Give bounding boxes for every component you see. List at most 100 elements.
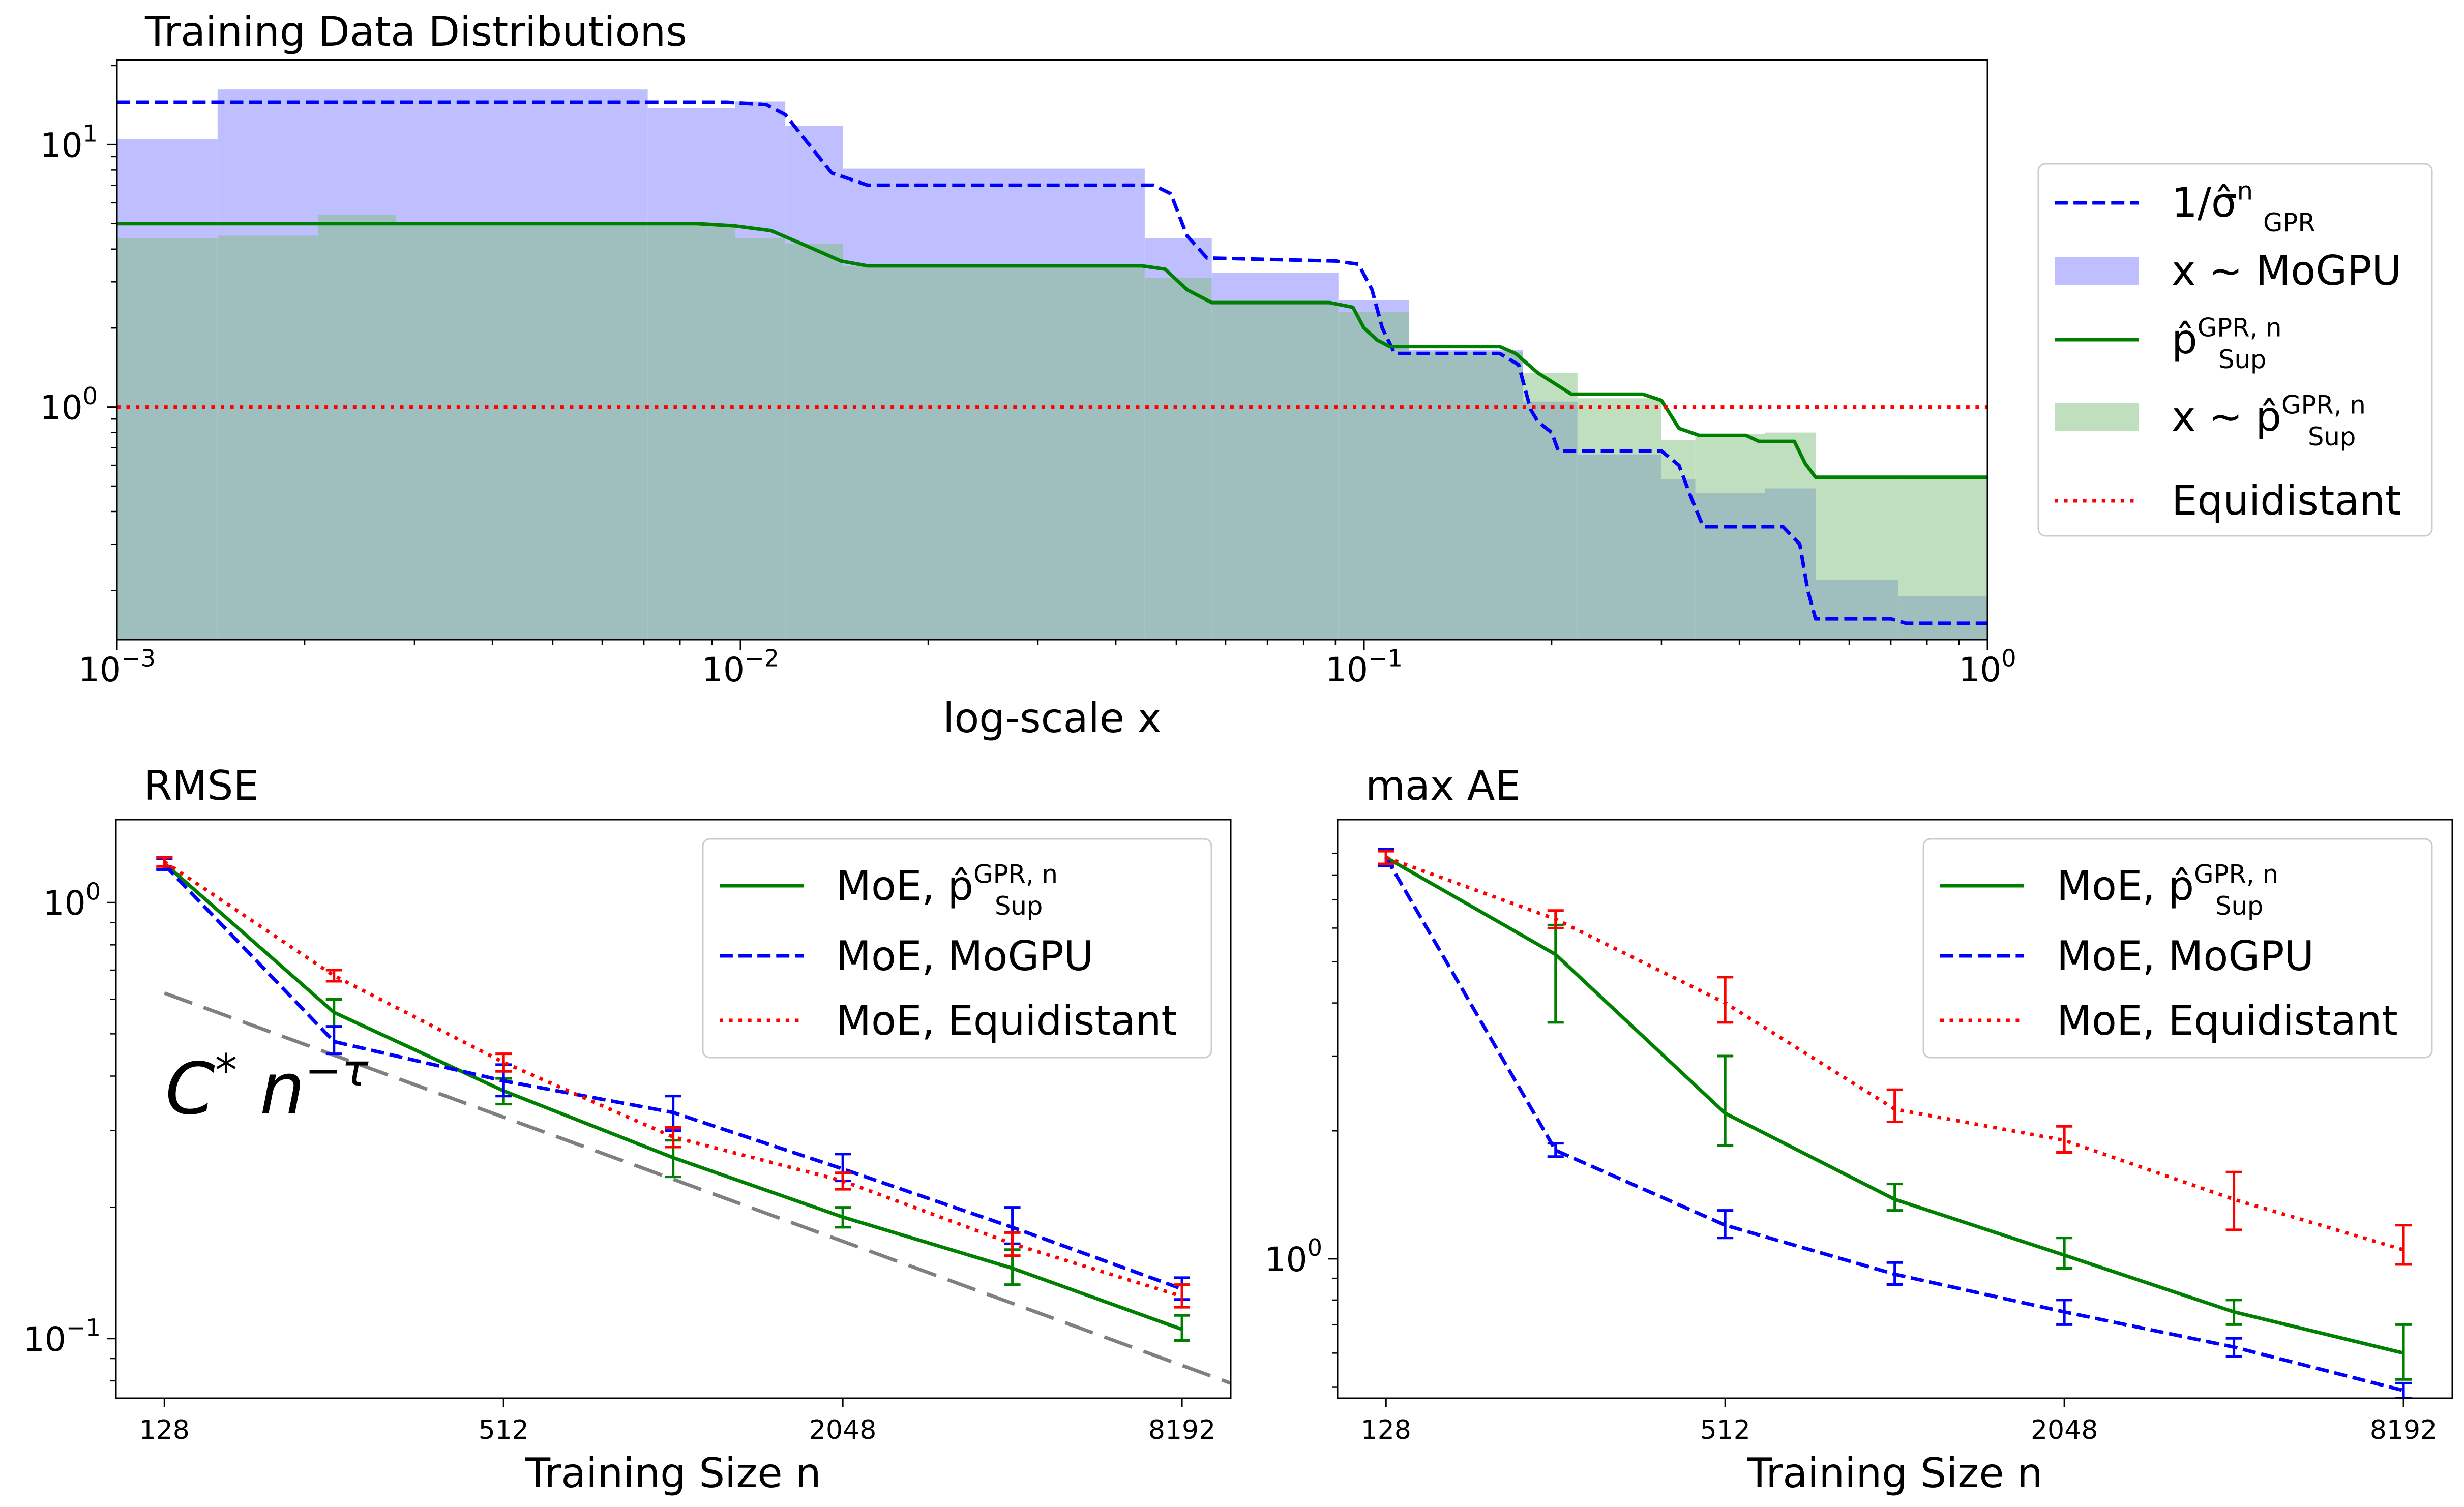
hist-bar [1211, 305, 1339, 640]
legend-label-main: p̂ [2172, 316, 2198, 363]
hist-bar [1898, 479, 1987, 640]
x-tick-label: 2048 [809, 1415, 876, 1445]
y-tick-label-base: 10 [40, 126, 83, 165]
legend-label: x ∼ p̂GPR, n Sup [2172, 390, 2366, 451]
annotation-sup1: * [215, 1045, 237, 1096]
y-tick-label-base: 10 [23, 1320, 66, 1359]
y-tick-label-exp: 1 [83, 120, 98, 147]
series-line-1 [117, 222, 1987, 479]
x-tick-label: 8192 [2370, 1415, 2437, 1445]
hist-bar [1523, 373, 1578, 640]
x-tick-label-exp: −1 [1368, 644, 1403, 672]
legend-label-main: MoE, Equidistant [836, 997, 1177, 1044]
x-axis-label: Training Size n [525, 1450, 821, 1497]
legend-label-sup: GPR, n [2281, 390, 2366, 419]
y-tick-label-exp: 0 [83, 382, 98, 410]
hist-bar [735, 238, 786, 640]
legend-label-sup: GPR, n [973, 859, 1058, 889]
legend-label: MoE, p̂GPR, n Sup [836, 859, 1058, 920]
plot-area [1378, 848, 2412, 1398]
annotation-sup2: −τ [305, 1045, 369, 1096]
x-axis-label: Training Size n [1746, 1450, 2042, 1497]
legend-label-main: MoE, p̂ [2057, 862, 2194, 910]
y-tick-label: 101 [40, 120, 98, 165]
y-tick-label-exp: 0 [1308, 1234, 1322, 1261]
legend-label: 1/σ̂n GPR [2172, 176, 2315, 237]
y-tick-label-exp: 0 [86, 878, 101, 906]
hist-bar [647, 223, 735, 640]
x-tick-label: 2048 [2031, 1415, 2098, 1445]
plot-area [117, 89, 1987, 640]
legend-label-main: MoE, MoGPU [2057, 932, 2314, 980]
legend-label-main: MoE, MoGPU [836, 932, 1093, 980]
hist-bar [1409, 352, 1523, 640]
legend-label-sub: GPR [2263, 208, 2315, 237]
hist-bar [217, 235, 318, 640]
chart-title: max AE [1365, 762, 1521, 809]
hist-bar [1338, 312, 1409, 640]
y-tick-label: 100 [40, 382, 98, 428]
x-tick-label: 10−1 [1325, 644, 1403, 689]
legend-label-main: x ∼ p̂ [2172, 393, 2281, 440]
histogram-psup [117, 215, 1987, 640]
legend-label-main: MoE, Equidistant [2057, 997, 2398, 1044]
x-tick-label-base: 10 [78, 650, 121, 689]
hist-bar [785, 243, 843, 640]
y-tick-label: 10−1 [23, 1314, 101, 1359]
y-tick-label-base: 10 [43, 884, 86, 923]
x-tick-label: 10−3 [78, 644, 156, 689]
hist-bar [1661, 440, 1696, 640]
x-tick-label-exp: 0 [2001, 644, 2016, 672]
y-tick-label: 100 [1265, 1234, 1322, 1279]
legend-label: MoE, p̂GPR, n Sup [2057, 859, 2278, 920]
hist-bar [843, 265, 1145, 640]
axes-frame [115, 819, 1232, 1399]
legend-label-sup: GPR, n [2194, 859, 2278, 889]
x-axis-label: log-scale x [943, 695, 1162, 742]
hist-bar [1695, 434, 1765, 640]
x-tick-label: 512 [1700, 1415, 1750, 1445]
axes-frame [1337, 819, 2453, 1399]
legend-patch [2055, 403, 2139, 431]
legend-frame [702, 838, 1212, 1059]
legend: MoE, p̂GPR, n Sup MoE, MoGPU MoE, Equidista… [1922, 838, 2433, 1059]
chart-title: RMSE [144, 762, 259, 809]
x-tick-label: 512 [479, 1415, 529, 1445]
axes-frame [116, 59, 1988, 641]
x-tick-label: 128 [139, 1415, 190, 1445]
hist-bar [1815, 479, 1899, 640]
hist-bar [1144, 278, 1212, 640]
y-tick-label-exp: −1 [66, 1314, 101, 1341]
y-tick-label: 100 [43, 878, 101, 923]
legend-label: Equidistant [2172, 477, 2401, 524]
hist-bar [117, 238, 218, 640]
annotation-main: C [165, 1048, 215, 1131]
legend-label-sup: GPR, n [2198, 313, 2282, 342]
legend-label: MoE, MoGPU [2057, 932, 2314, 980]
x-tick-label-base: 10 [702, 650, 745, 689]
hist-bar [1577, 398, 1661, 640]
legend-label: MoE, Equidistant [2057, 997, 2398, 1044]
x-tick-label: 128 [1361, 1415, 1411, 1445]
x-tick-label-base: 10 [1958, 650, 2001, 689]
legend-label: MoE, Equidistant [836, 997, 1177, 1044]
hist-bar [318, 215, 396, 640]
series-line-0 [117, 100, 1987, 625]
legend-patch [2055, 257, 2139, 285]
legend-label-main: Equidistant [2172, 477, 2401, 524]
legend-label-sup: n [2237, 176, 2253, 205]
legend-label-sub: Sup [2215, 891, 2263, 921]
legend-label-sub: Sup [2218, 345, 2266, 374]
annotation-mid: n [237, 1048, 305, 1131]
x-tick-label-exp: −2 [745, 644, 779, 672]
legend-label-main: MoE, p̂ [836, 862, 973, 910]
reference-line [164, 991, 1231, 1385]
hist-bar [396, 223, 648, 640]
legend-frame [1922, 838, 2433, 1059]
legend-label: MoE, MoGPU [836, 932, 1093, 980]
plot-area [156, 856, 1231, 1385]
